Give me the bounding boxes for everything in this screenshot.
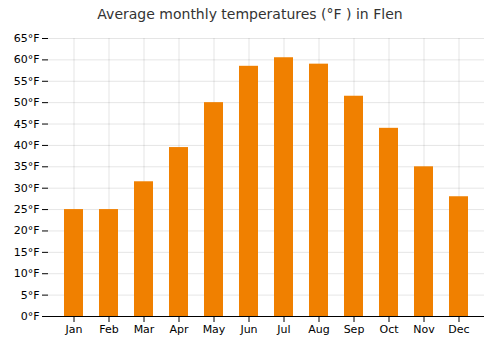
html-text:Average monthly temperatures (: Average monthly temperatures (°F ) in Fl… [97, 6, 403, 22]
svg-text:Jun: Jun [239, 323, 257, 336]
svg-text:Dec: Dec [448, 323, 469, 336]
svg-text:Aug: Aug [308, 323, 329, 336]
svg-text:Sep: Sep [344, 323, 365, 336]
svg-text:65°F: 65°F [14, 32, 40, 45]
svg-text:55°F: 55°F [14, 75, 40, 88]
svg-text:10°F: 10°F [14, 267, 40, 280]
svg-text:Apr: Apr [169, 323, 189, 336]
svg-text:20°F: 20°F [14, 224, 40, 237]
svg-text:5°F: 5°F [21, 289, 40, 302]
svg-text:Mar: Mar [134, 323, 155, 336]
svg-text:Jan: Jan [65, 323, 83, 336]
svg-text:May: May [203, 323, 226, 336]
svg-text:Nov: Nov [413, 323, 435, 336]
svg-text:0°F: 0°F [21, 310, 40, 323]
svg-text:50°F: 50°F [14, 96, 40, 109]
svg-text:Oct: Oct [379, 323, 399, 336]
svg-text:30°F: 30°F [14, 182, 40, 195]
svg-text:Feb: Feb [99, 323, 118, 336]
svg-text:25°F: 25°F [14, 203, 40, 216]
svg-text:60°F: 60°F [14, 53, 40, 66]
svg-text:35°F: 35°F [14, 160, 40, 173]
svg-text:45°F: 45°F [14, 118, 40, 131]
svg-text:Jul: Jul [276, 323, 290, 336]
svg-text:15°F: 15°F [14, 246, 40, 259]
svg-text:40°F: 40°F [14, 139, 40, 152]
